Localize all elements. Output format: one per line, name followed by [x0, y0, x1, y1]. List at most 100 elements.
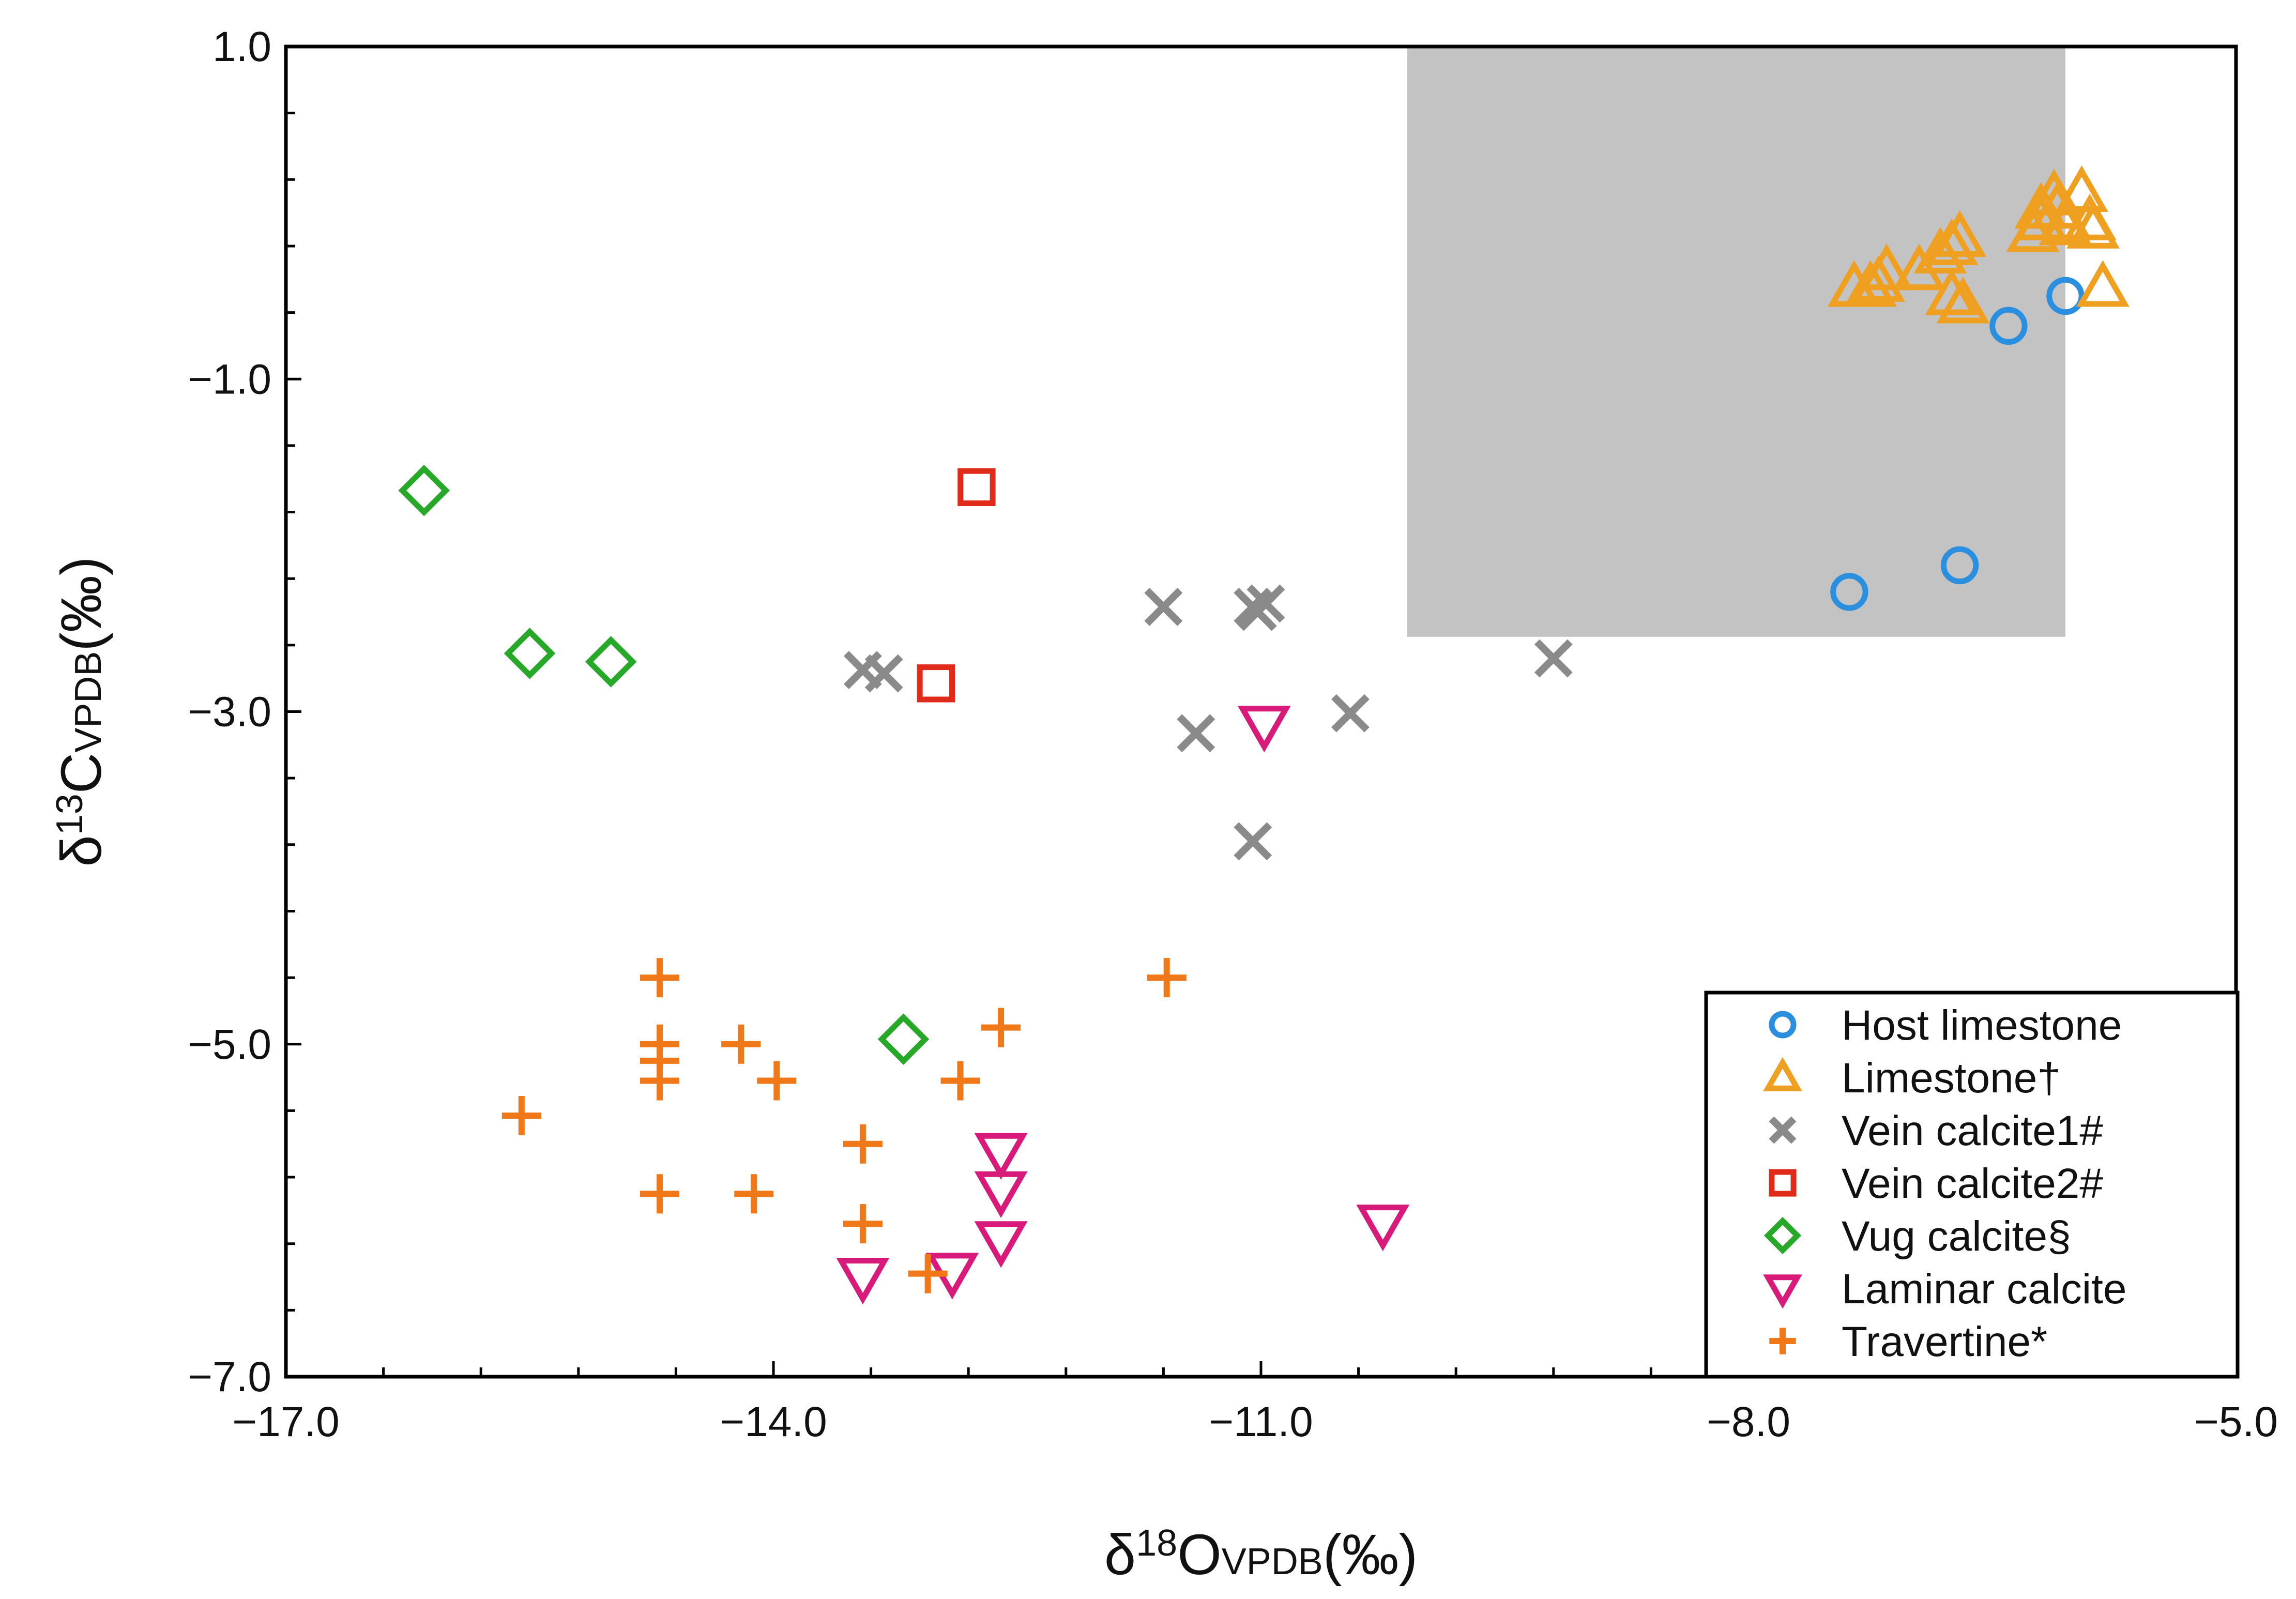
- data-point: [974, 1171, 1028, 1218]
- data-point: [585, 636, 637, 688]
- data-point: [843, 1204, 883, 1244]
- legend-item: Laminar calcite: [1763, 1266, 2126, 1313]
- data-point: [1925, 218, 1979, 265]
- legend-label: Travertine*: [1842, 1318, 2047, 1365]
- x-marker-stroke: [1234, 822, 1272, 861]
- y-tick-label: −5.0: [188, 1021, 271, 1068]
- legend: Host limestone Limestone† Vein calcite1# Ve…: [1704, 991, 2240, 1379]
- data-point: [1147, 958, 1187, 998]
- series-vug-calcite: [398, 464, 930, 1065]
- data-point: [1933, 210, 1987, 257]
- data-point: [2066, 202, 2120, 249]
- data-point: [843, 1124, 883, 1164]
- y-tick-label: −3.0: [188, 689, 271, 736]
- legend-label: Limestone†: [1842, 1055, 2061, 1102]
- x-marker-stroke: [1534, 639, 1573, 678]
- series-vein-calcite1: [843, 584, 1573, 861]
- plot-frame: [284, 44, 2238, 1379]
- x-tick-label: −8.0: [1707, 1398, 1790, 1445]
- data-point: [640, 1174, 679, 1214]
- data-point: [1234, 822, 1272, 861]
- legend-item: Host limestone: [1769, 1002, 2122, 1049]
- shaded-region: [1407, 47, 2065, 637]
- data-point: [1177, 714, 1215, 753]
- series-host-limestone: [1830, 277, 2085, 611]
- data-point: [1989, 307, 2028, 345]
- data-point: [2006, 205, 2060, 252]
- data-point: [1936, 277, 1990, 324]
- x-marker-stroke: [1177, 714, 1215, 753]
- series-vein-calcite2: [917, 468, 996, 703]
- x-axis-title: δ18OVPDB(‰): [1104, 1522, 1418, 1587]
- data-point: [974, 1133, 1028, 1180]
- data-point: [1356, 1205, 1410, 1252]
- data-point: [398, 464, 450, 516]
- data-point: [917, 664, 955, 703]
- x-marker-stroke: [1144, 587, 1183, 626]
- data-point: [501, 1096, 541, 1136]
- y-tick-label: −1.0: [188, 356, 271, 403]
- x-marker-stroke: [864, 654, 903, 693]
- data-point: [1769, 1011, 1797, 1039]
- legend-item: Vug calcite§: [1763, 1213, 2071, 1260]
- x-axis-title-sub: VPDB: [1222, 1541, 1323, 1582]
- x-axis-title-unit: (‰): [1323, 1523, 1418, 1587]
- y-tick-label: −7.0: [188, 1353, 271, 1400]
- data-points: [398, 165, 2130, 1305]
- legend-item: Limestone†: [1763, 1055, 2061, 1102]
- data-point: [734, 1174, 774, 1214]
- x-tick-label: −17.0: [232, 1398, 339, 1445]
- y-axis-title: δ13CVPDB(‰): [49, 556, 113, 866]
- data-point: [1940, 546, 1979, 585]
- x-axis-title-sup: 18: [1136, 1522, 1177, 1564]
- x-tick-label: −5.0: [2194, 1398, 2278, 1445]
- data-point: [1238, 592, 1277, 631]
- tick-labels: −17.0 −14.0 −11.0 −8.0 −5.0 1.0 −1.0 −3.0 −5.0 −7…: [188, 23, 2278, 1445]
- x-marker-stroke: [1769, 1116, 1797, 1144]
- series-travertine: [501, 958, 1187, 1293]
- data-point: [1892, 243, 1946, 291]
- y-axis-title-sup: 13: [49, 794, 90, 835]
- legend-label: Vein calcite2#: [1842, 1160, 2103, 1207]
- data-point: [1769, 1116, 1797, 1144]
- data-point: [1830, 573, 1868, 611]
- data-point: [1763, 1057, 1802, 1091]
- data-point: [864, 654, 903, 693]
- data-point: [877, 1013, 930, 1065]
- data-point: [1534, 639, 1573, 678]
- data-point: [1331, 694, 1370, 733]
- x-axis-title-element: O: [1177, 1523, 1222, 1587]
- data-point: [940, 1061, 980, 1101]
- y-tick-label: 1.0: [212, 23, 271, 70]
- legend-label: Laminar calcite: [1842, 1266, 2126, 1313]
- data-point: [1769, 1328, 1796, 1354]
- data-point: [836, 1258, 890, 1305]
- x-marker-stroke: [1238, 592, 1277, 631]
- data-point: [1913, 226, 1967, 274]
- data-point: [1144, 587, 1183, 626]
- x-axis-title-prefix: δ: [1104, 1523, 1136, 1587]
- legend-label: Host limestone: [1842, 1002, 2122, 1049]
- legend-item: Vein calcite2#: [1769, 1160, 2103, 1207]
- data-point: [2039, 193, 2092, 240]
- data-point: [981, 1008, 1021, 1047]
- data-point: [908, 1254, 948, 1293]
- data-point: [640, 958, 679, 998]
- x-tick-label: −14.0: [720, 1398, 827, 1445]
- legend-item: Travertine*: [1769, 1318, 2047, 1365]
- data-point: [721, 1024, 761, 1064]
- x-marker-stroke: [1331, 694, 1370, 733]
- y-axis-title-sub: VPDB: [68, 651, 109, 753]
- data-point: [504, 628, 556, 679]
- data-point: [1237, 706, 1291, 753]
- data-point: [1851, 255, 1905, 302]
- data-point: [640, 1061, 679, 1101]
- data-point: [1763, 1216, 1802, 1255]
- data-point: [757, 1061, 797, 1101]
- series-limestone: [1827, 165, 2130, 324]
- legend-label: Vein calcite1#: [1842, 1107, 2103, 1154]
- y-axis-title-prefix: δ: [50, 835, 113, 866]
- data-point: [957, 468, 996, 507]
- data-point: [1925, 268, 1979, 315]
